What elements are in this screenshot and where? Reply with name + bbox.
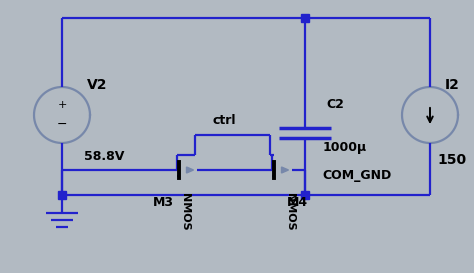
Text: C2: C2	[326, 99, 344, 111]
Text: −: −	[57, 117, 67, 130]
Text: 150: 150	[438, 153, 466, 167]
Text: M3: M3	[153, 195, 173, 209]
Text: NMOS: NMOS	[180, 193, 190, 231]
Text: ctrl: ctrl	[212, 114, 236, 127]
Polygon shape	[282, 167, 289, 173]
Text: 58.8V: 58.8V	[84, 150, 124, 164]
Text: NMOS: NMOS	[285, 193, 295, 231]
Text: I2: I2	[445, 78, 459, 92]
Text: M4: M4	[286, 195, 308, 209]
Text: 1000μ: 1000μ	[323, 141, 367, 155]
Polygon shape	[186, 167, 193, 173]
Text: COM_GND: COM_GND	[322, 168, 392, 182]
Text: V2: V2	[87, 78, 107, 92]
Text: +: +	[57, 100, 67, 110]
